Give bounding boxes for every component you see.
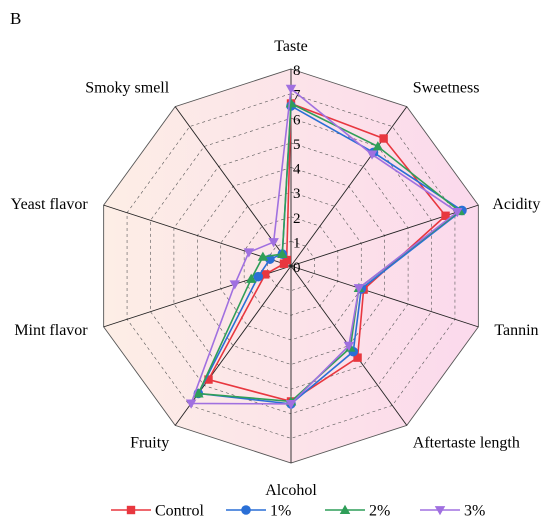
spoke-6 [174,265,292,426]
axis-label-smoky-smell: Smoky smell [85,80,170,97]
data-point-2-9 [277,248,288,258]
legend: Control 1% 2% 3% [111,503,485,520]
data-point-3-6 [185,399,197,409]
data-point-3-3 [353,284,365,294]
tick-label-1: 1 [293,235,301,251]
tick-label-5: 5 [293,137,301,153]
axis-labels: Taste Sweetness Acidity Tannin Aftertaste le… [11,38,541,499]
data-point-3-2 [452,208,463,218]
panel-label: B [10,9,21,28]
radial-tick-labels: 0 1 2 3 4 5 6 7 8 [293,63,301,276]
data-point-2-6 [193,388,204,398]
legend-marker-1 [241,505,251,515]
axis-label-taste: Taste [274,38,308,55]
data-point-2-8 [257,251,269,261]
tick-label-8: 8 [293,63,301,79]
data-point-3-1 [366,150,378,160]
data-point-0-1 [379,134,388,143]
axis-label-yeast-flavor: Yeast flavor [11,196,89,213]
spoke-8 [103,204,292,267]
legend-marker-0 [126,505,136,515]
axis-label-fruity: Fruity [130,434,169,451]
data-point-3-5 [285,399,297,410]
data-point-0-4 [353,353,362,362]
axis-label-mint-flavor: Mint flavor [14,322,88,339]
data-point-2-1 [372,141,384,151]
spoke-3 [290,265,479,328]
data-series [185,84,467,410]
spoke-1 [290,106,408,267]
series-3 [185,84,463,410]
data-point-1-7 [253,271,264,282]
axis-label-aftertaste-length: Aftertaste length [413,434,520,451]
data-point-3-8 [243,248,255,258]
tick-label-2: 2 [293,211,301,227]
tick-label-4: 4 [293,162,301,178]
axis-label-sweetness: Sweetness [413,80,480,97]
legend-marker-3 [434,506,446,516]
legend-marker-2 [339,504,351,514]
legend-label-2: 2% [369,503,390,520]
data-point-3-7 [229,280,241,290]
data-point-0-9 [282,255,291,265]
axis-label-alcohol: Alcohol [265,482,317,499]
data-point-3-4 [343,341,355,351]
grid-ring-1 [267,241,315,291]
data-point-3-9 [268,238,279,248]
tick-label-3: 3 [293,186,301,202]
axis-label-tannin: Tannin [494,322,538,339]
data-point-0-6 [204,375,213,384]
data-point-3-0 [285,84,297,94]
legend-label-0: Control [155,503,204,520]
data-point-0-7 [261,270,270,279]
data-point-2-7 [245,273,257,283]
axis-label-acidity: Acidity [492,196,540,213]
tick-label-0: 0 [293,260,301,276]
tick-label-6: 6 [293,112,301,128]
legend-label-1: 1% [270,503,291,520]
legend-label-3: 3% [464,503,485,520]
data-point-0-2 [441,211,450,220]
tick-label-7: 7 [293,88,301,104]
